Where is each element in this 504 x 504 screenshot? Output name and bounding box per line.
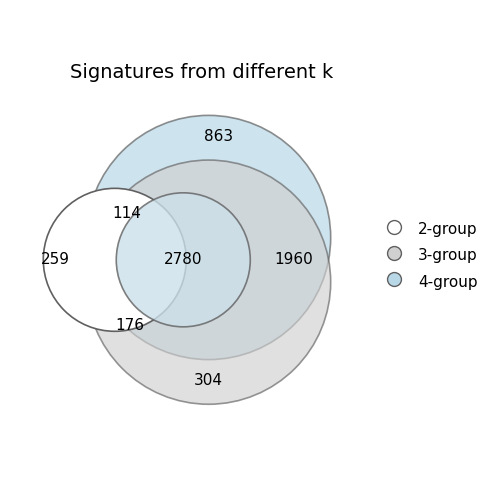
Circle shape [87,160,331,404]
Legend: 2-group, 3-group, 4-group: 2-group, 3-group, 4-group [377,214,484,297]
Text: 2780: 2780 [164,253,203,267]
Text: 114: 114 [112,206,141,221]
Title: Signatures from different k: Signatures from different k [70,62,333,82]
Text: 1960: 1960 [274,253,313,267]
Circle shape [43,188,186,331]
Text: 863: 863 [205,129,233,144]
Circle shape [87,115,331,359]
Circle shape [116,193,250,327]
Text: 176: 176 [115,318,144,333]
Text: 259: 259 [41,253,70,267]
Text: 304: 304 [194,373,223,388]
